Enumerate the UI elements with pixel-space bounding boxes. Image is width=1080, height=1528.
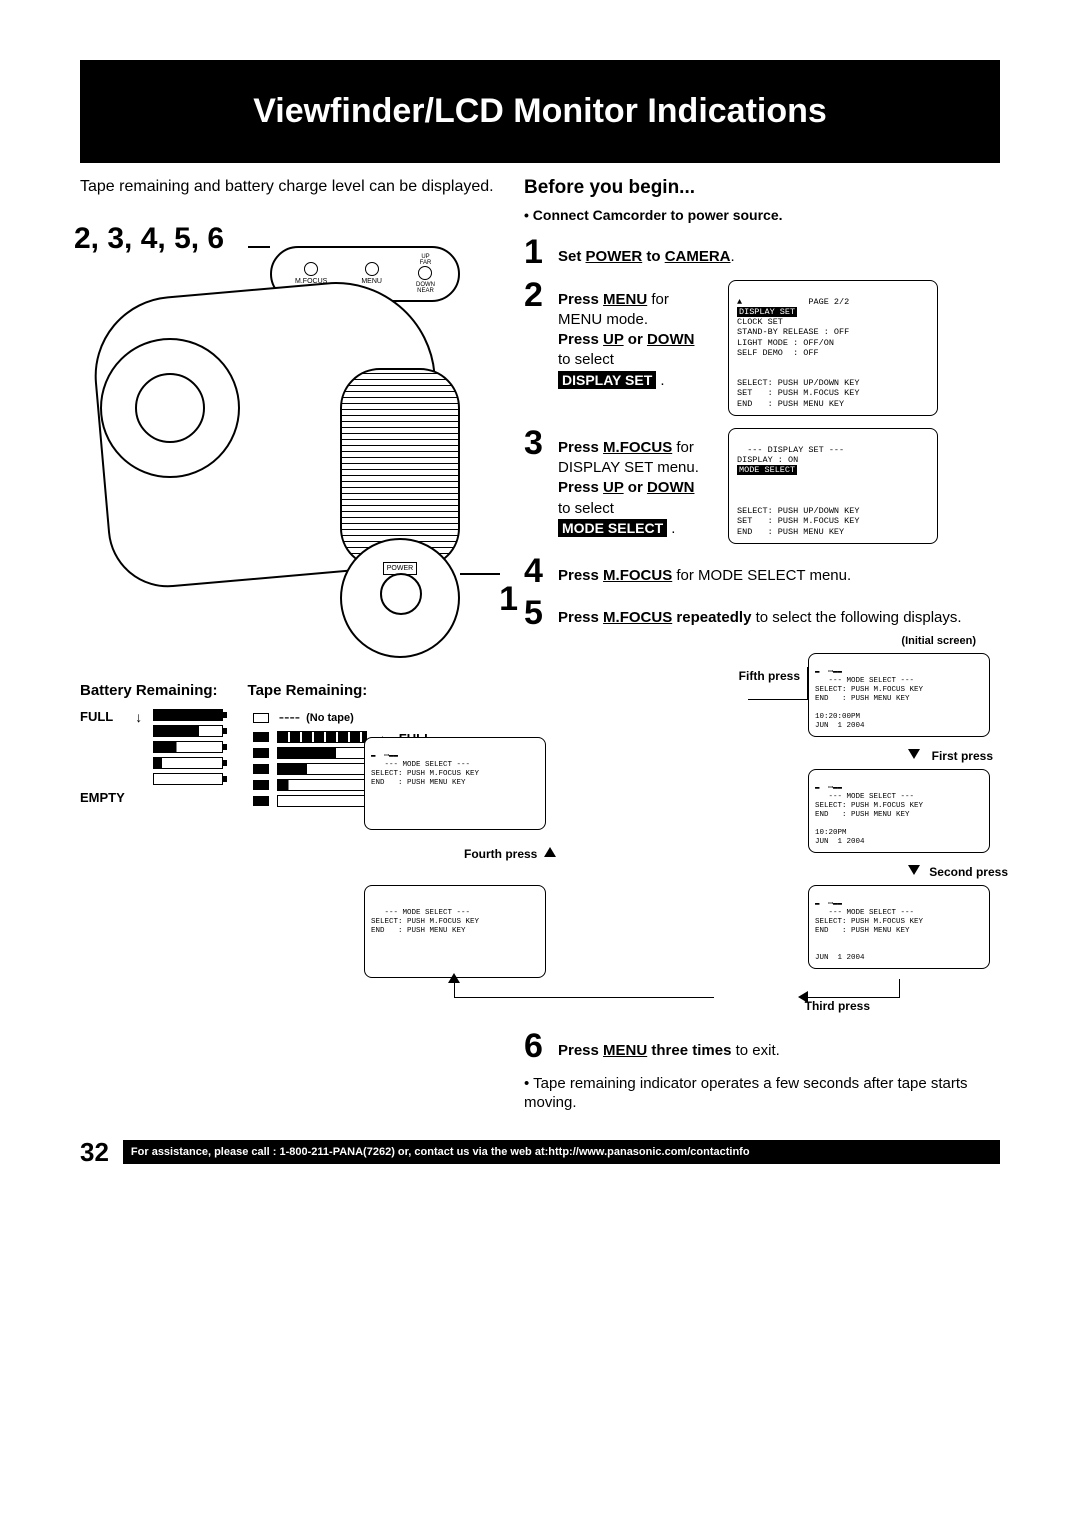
before-bullet: • Connect Camcorder to power source. [524,207,1000,223]
camera-illustration: 2, 3, 4, 5, 6 M.FOCUS MENU UP FARDOWN NE… [80,228,500,648]
step-1-pointer: 1 [499,580,518,619]
page-title: Viewfinder/LCD Monitor Indications [80,60,1000,163]
cycle-first: ▬ ▭▬▬ --- MODE SELECT --- SELECT: PUSH M… [808,769,990,853]
cycle-fifth-box: ▬ ▭▬▬ --- MODE SELECT --- SELECT: PUSH M… [364,737,546,830]
before-heading: Before you begin... [524,177,1000,199]
assistance-bar: For assistance, please call : 1-800-211-… [123,1140,1000,1164]
mode-select-cycle: (Initial screen) ▬ ▭▬▬ --- MODE SELECT -… [524,641,1000,1121]
tape-heading: Tape Remaining: [248,682,368,699]
cycle-initial: ▬ ▭▬▬ --- MODE SELECT --- SELECT: PUSH M… [808,653,990,737]
step-4: 4 Press M.FOCUS for MODE SELECT menu. [524,556,1000,587]
step-reference-numbers: 2, 3, 4, 5, 6 [74,222,224,256]
osd-display-set-menu: ▲ PAGE 2/2 DISPLAY SET CLOCK SET STAND-B… [728,280,938,416]
cycle-fourth-box: --- MODE SELECT --- SELECT: PUSH M.FOCUS… [364,885,546,978]
step-1: 1 Set POWER to CAMERA. [524,237,1000,268]
step-2: 2 Press MENU for MENU mode. Press UP or … [524,280,1000,416]
cycle-second: ▬ ▭▬▬ --- MODE SELECT --- SELECT: PUSH M… [808,885,990,969]
step-3: 3 Press M.FOCUS for DISPLAY SET menu. Pr… [524,428,1000,544]
page-number: 32 [80,1137,109,1168]
battery-heading: Battery Remaining: [80,682,218,699]
page-footer: 32 For assistance, please call : 1-800-2… [80,1137,1000,1168]
step-5: 5 Press M.FOCUS repeatedly to select the… [524,598,1000,629]
osd-mode-select-menu: --- DISPLAY SET --- DISPLAY : ON MODE SE… [728,428,938,544]
intro-text: Tape remaining and battery charge level … [80,177,500,198]
